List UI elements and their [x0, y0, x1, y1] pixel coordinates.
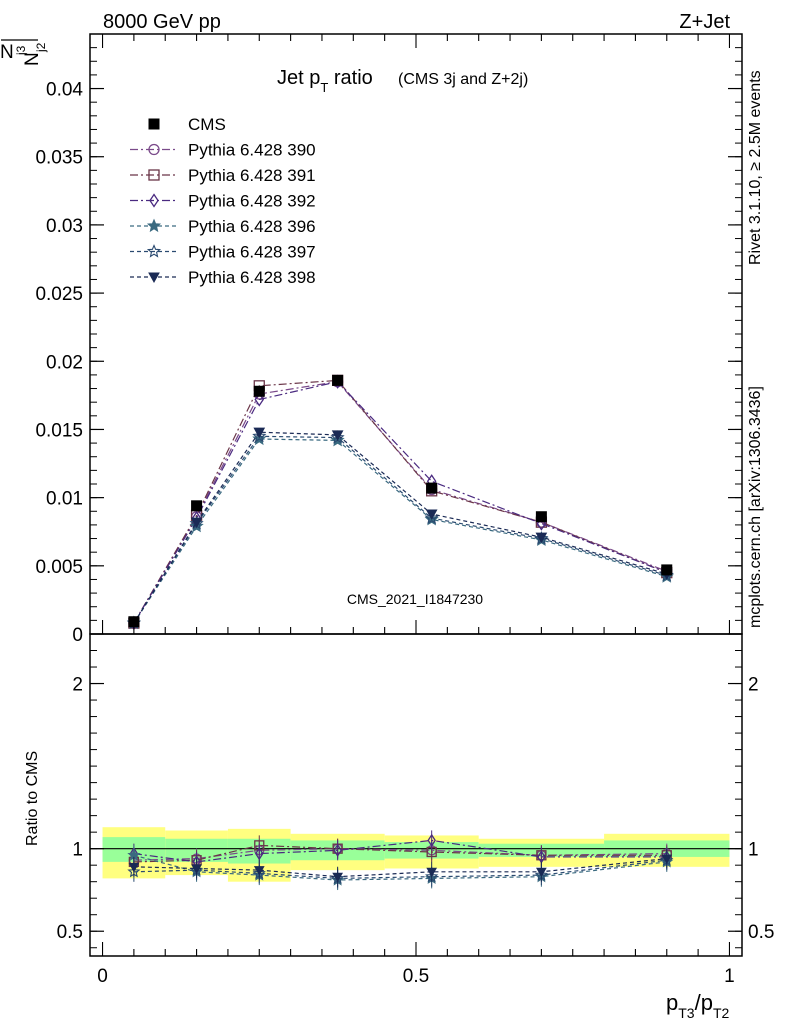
legend-label: Pythia 6.428 398 — [188, 268, 316, 287]
legend-marker — [148, 143, 160, 156]
legend-label: Pythia 6.428 392 — [188, 192, 316, 211]
legend-label: Pythia 6.428 391 — [188, 166, 316, 185]
main-y-tick-label: 0.035 — [35, 148, 83, 169]
y-label-denominator: N — [22, 52, 43, 66]
legend-label: Pythia 6.428 390 — [188, 141, 316, 160]
ratio-series-point — [254, 846, 264, 861]
cms-data-point — [128, 616, 140, 628]
main-series-point — [254, 392, 265, 407]
main-y-axis-denominator: N j2 — [22, 42, 48, 66]
x-tick-label: 0.5 — [403, 966, 429, 987]
ratio-series-point — [536, 867, 547, 878]
header-right-label: Z+Jet — [679, 11, 730, 33]
main-series-point — [190, 517, 203, 529]
main-y-tick-label: 0.02 — [46, 352, 83, 373]
main-y-tick-label: 0.03 — [46, 216, 83, 237]
cms-data-point — [426, 482, 438, 494]
chart-title-main: Jet p — [277, 67, 320, 89]
cms-data-point — [332, 374, 344, 386]
legend-label: Pythia 6.428 396 — [188, 217, 316, 236]
chart-title: Jet pT ratio — [277, 67, 373, 95]
main-series-line — [133, 381, 668, 624]
main-series-point — [253, 427, 266, 439]
rivet-version-label: Rivet 3.1.10, ≥ 2.5M events — [747, 70, 764, 265]
x-axis-label: pT3/pT2 — [666, 990, 730, 1021]
ratio-plot-marks — [127, 830, 674, 891]
legend-marker — [148, 272, 160, 284]
main-y-tick-label: 0 — [72, 625, 83, 646]
ratio-y-tick-label-right: 0.5 — [748, 922, 774, 943]
ratio-series-point — [128, 862, 140, 873]
ratio-y-tick-label-right: 2 — [748, 675, 759, 696]
cms-data-point — [253, 385, 265, 397]
main-plot-marks — [126, 374, 674, 631]
legend-label-cms: CMS — [188, 115, 226, 134]
main-series-point — [424, 510, 439, 525]
x-label-sub1: T3 — [678, 1005, 695, 1021]
main-y-tick-label: 0.005 — [35, 557, 83, 578]
header-left-label: 8000 GeV pp — [103, 11, 221, 33]
x-tick-label: 0 — [97, 966, 108, 987]
chart-title-suffix: ratio — [328, 67, 372, 89]
ratio-series-point — [333, 843, 342, 858]
y-label-numerator-sub: j3 — [14, 45, 28, 56]
x-label-mid: /p — [695, 990, 713, 1015]
cms-data-point — [535, 511, 547, 523]
main-series-point — [331, 430, 344, 441]
ratio-y-tick-label: 1 — [72, 840, 83, 861]
uncertainty-bands — [90, 827, 742, 882]
legend-marker — [146, 244, 162, 258]
ratio-y-axis-label: Ratio to CMS — [24, 751, 41, 846]
chart-title-subscript: T — [320, 80, 328, 95]
main-series-line — [133, 379, 668, 624]
ratio-y-tick-label: 0.5 — [57, 922, 83, 943]
ratio-series-point — [332, 872, 343, 883]
main-series-point — [425, 509, 438, 521]
main-y-tick-label: 0.01 — [46, 489, 83, 510]
main-series-point — [252, 428, 267, 443]
ratio-y-tick-label: 2 — [72, 675, 83, 696]
ratio-plot-frame — [89, 633, 743, 957]
chart-title-note: (CMS 3j and Z+2j) — [398, 71, 528, 88]
ratio-y-tick-label-right: 1 — [748, 840, 759, 861]
main-y-axis-label: N j3 — [0, 39, 38, 63]
y-label-numerator: N — [0, 42, 14, 63]
legend-marker — [148, 169, 160, 181]
x-label-main: p — [666, 990, 678, 1015]
ratio-series-point — [661, 854, 673, 865]
legend-marker — [146, 218, 162, 233]
ratio-series-point — [427, 833, 436, 848]
legend-marker — [149, 193, 159, 208]
main-y-tick-label: 0.015 — [35, 420, 83, 441]
x-label-sub2: T2 — [713, 1005, 730, 1021]
legend-marker-cms — [148, 118, 160, 130]
main-series-line — [133, 381, 668, 624]
legend: CMS Pythia 6.428 390 Pythia 6.428 391 Pythi… — [130, 115, 316, 287]
cms-data-point — [661, 564, 673, 576]
main-series-point — [535, 532, 548, 544]
ratio-series-point — [253, 866, 265, 876]
legend-label: Pythia 6.428 397 — [188, 243, 316, 262]
y-label-denominator-sub: j2 — [34, 42, 48, 53]
x-tick-label: 1 — [724, 966, 735, 987]
cms-data-point — [191, 500, 203, 512]
ratio-series-point — [191, 864, 202, 875]
main-y-tick-label: 0.04 — [46, 80, 83, 101]
main-y-tick-label: 0.025 — [35, 284, 83, 305]
mcplots-label: mcplots.cern.ch [arXiv:1306.3436] — [747, 386, 764, 628]
ratio-series-point — [426, 867, 438, 878]
axes: 0 0.005 0.01 0.015 0.02 0.025 0.03 0.035 0.04 0 0.… — [35, 33, 774, 987]
analysis-watermark: CMS_2021_I1847230 — [347, 591, 483, 607]
